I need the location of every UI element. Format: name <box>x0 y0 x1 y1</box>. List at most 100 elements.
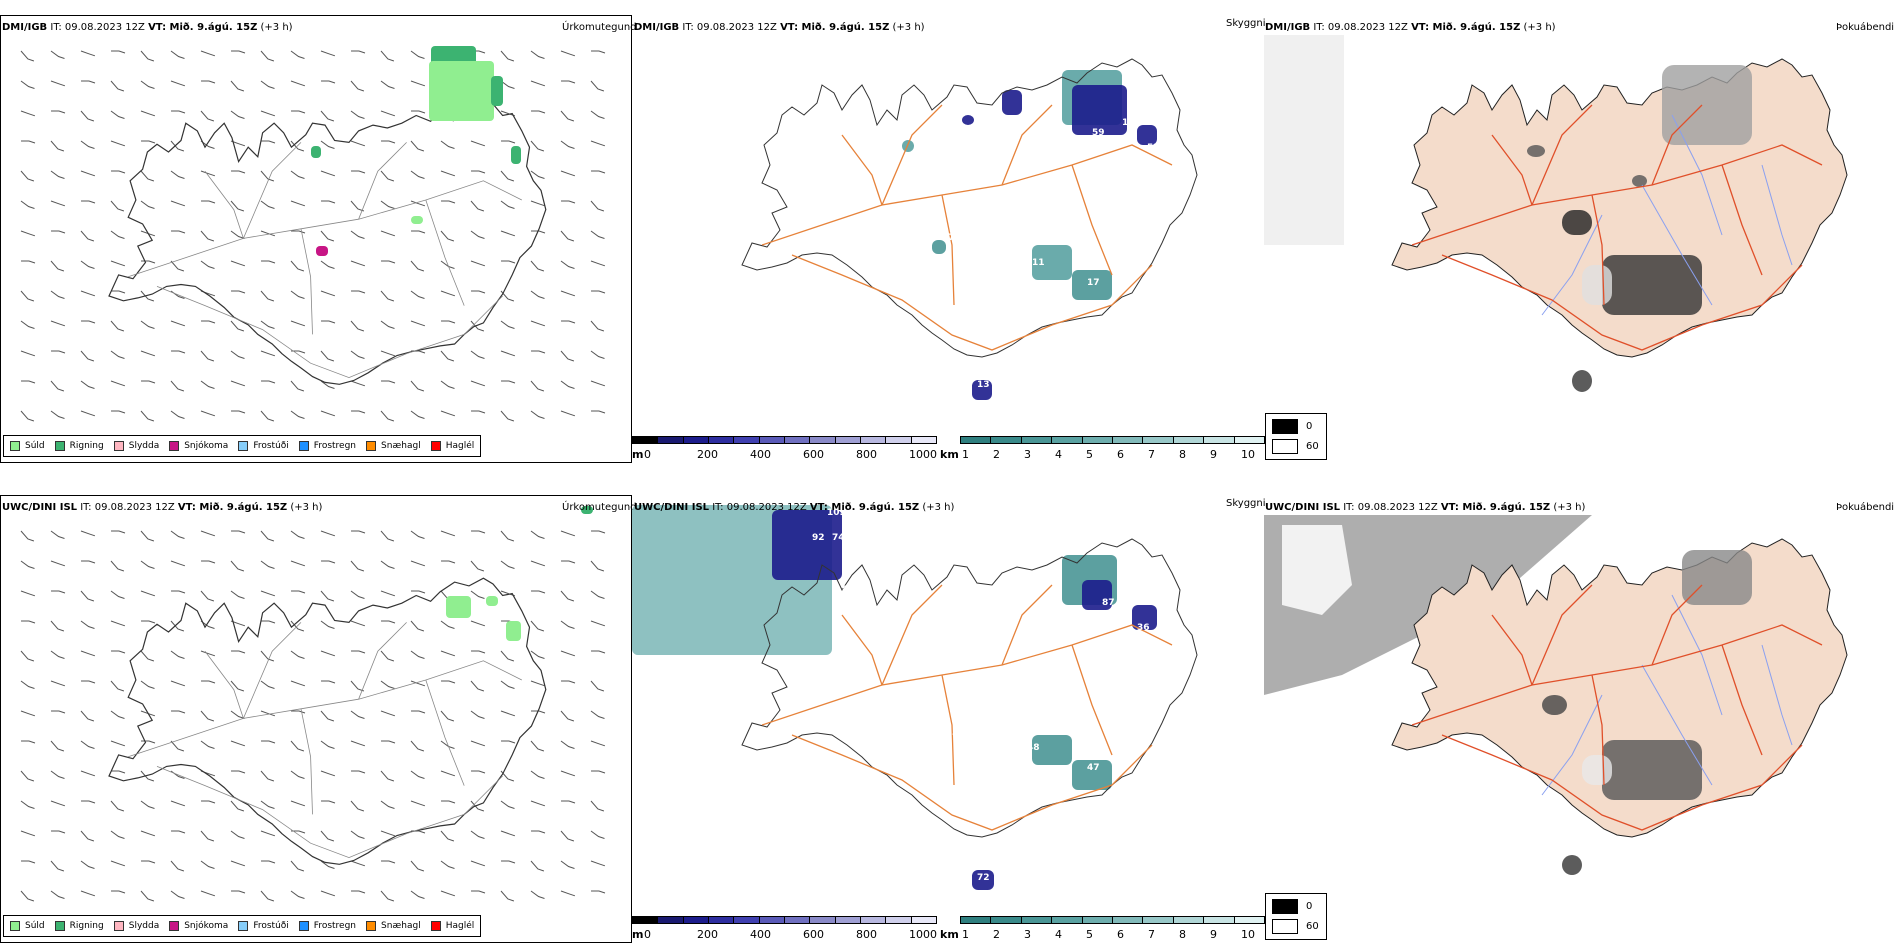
wind-barb <box>380 290 395 302</box>
wind-barb <box>170 380 185 392</box>
wind-barb <box>50 170 65 179</box>
precip-legend-item: Snjókoma <box>169 921 228 931</box>
wind-barb <box>321 80 336 84</box>
road-line <box>1411 584 1823 831</box>
wind-barb <box>590 620 606 627</box>
visibility-value: 36 <box>1137 623 1150 633</box>
wind-barb <box>410 800 426 807</box>
visibility-tick-label: 7 <box>1148 448 1155 461</box>
fog-legend-label-60: 60 <box>1306 921 1319 932</box>
wind-barb <box>231 290 246 294</box>
wind-barb <box>530 170 545 179</box>
ceiling-unit-label: m <box>632 448 644 461</box>
wind-barb <box>471 290 486 294</box>
wind-barb <box>351 890 366 894</box>
wind-barb <box>290 800 306 807</box>
wind-barb <box>80 410 96 417</box>
precip-area <box>486 596 498 606</box>
fog-area <box>1662 65 1752 145</box>
wind-barb <box>380 200 395 209</box>
wind-barb <box>470 230 485 239</box>
visibility-value: 28 <box>1152 598 1165 608</box>
wind-barb <box>560 650 576 657</box>
wind-barb <box>290 80 306 87</box>
wind-barb <box>50 560 66 567</box>
wind-barb <box>351 410 366 414</box>
wind-barb <box>20 290 35 302</box>
wind-barb <box>20 170 35 182</box>
wind-barb <box>440 530 456 537</box>
wind-barb <box>470 710 485 719</box>
wind-barb <box>290 290 305 299</box>
wind-barb <box>230 260 246 267</box>
precip-panel-title: DMI/IGB IT: 09.08.2023 12Z VT: Mið. 9.ág… <box>2 22 293 33</box>
wind-barb <box>591 170 606 174</box>
ceiling-tick-label: 400 <box>750 928 771 941</box>
precip-legend-label: Rigning <box>69 921 104 931</box>
wind-barb <box>501 740 516 744</box>
wind-barb <box>530 770 545 779</box>
wind-barb <box>111 890 126 894</box>
wind-barb <box>200 590 215 602</box>
ceiling-tick-label: 400 <box>750 448 771 461</box>
wind-barb <box>80 380 95 389</box>
cloud-panel-title: DMI/IGB IT: 09.08.2023 12Z VT: Mið. 9.ág… <box>634 22 925 33</box>
wind-barb <box>500 680 515 689</box>
wind-barb <box>380 650 395 662</box>
wind-barb <box>170 80 186 87</box>
wind-barb <box>231 650 246 654</box>
river-line <box>1541 594 1793 796</box>
wind-barb <box>561 680 576 684</box>
precip-legend-swatch <box>169 441 180 451</box>
wind-barb <box>320 140 335 149</box>
wind-barb <box>50 260 65 272</box>
wind-barb <box>261 620 276 624</box>
wind-barb <box>171 590 186 594</box>
wind-barb <box>20 200 35 209</box>
wind-barb <box>80 740 95 749</box>
wind-barb <box>380 530 395 542</box>
wind-barb <box>260 680 275 689</box>
visibility-unit-label: km <box>940 928 959 941</box>
precip-legend-label: Slydda <box>128 921 160 931</box>
visibility-value: 17 <box>1087 278 1100 288</box>
wind-barb <box>21 380 36 384</box>
wind-barb <box>50 320 66 327</box>
precip-legend-label: Rigning <box>69 441 104 451</box>
wind-barb <box>260 590 276 597</box>
wind-barb <box>320 530 336 537</box>
wind-barb <box>591 50 606 54</box>
wind-barb <box>381 260 396 264</box>
visibility-color-bar <box>960 916 1265 924</box>
wind-barb <box>261 860 276 864</box>
precip-legend-item: Súld <box>10 921 45 931</box>
wind-barb <box>50 50 65 59</box>
wind-barb <box>21 740 36 744</box>
fog-panel-title: UWC/DINI ISL IT: 09.08.2023 12Z VT: Mið.… <box>1265 502 1586 513</box>
wind-barb <box>260 170 275 182</box>
wind-barb <box>440 170 456 177</box>
wind-barb <box>500 230 516 237</box>
precip-legend-item: Frostúði <box>238 441 289 451</box>
wind-barb <box>320 410 336 417</box>
wind-barb <box>350 320 365 332</box>
wind-barb <box>80 860 95 869</box>
wind-barb <box>560 410 576 417</box>
wind-barb <box>410 50 425 59</box>
visibility-panel-label: Skyggni <box>1226 18 1266 29</box>
wind-barb <box>170 410 185 419</box>
precip-legend-item: Snjókoma <box>169 441 228 451</box>
wind-barb <box>50 680 66 687</box>
wind-barb <box>410 200 426 207</box>
wind-barb <box>501 860 516 864</box>
fog-panel-label: Þokuábendi <box>1836 22 1895 33</box>
cloud-area <box>1082 580 1112 610</box>
wind-barb <box>110 620 126 627</box>
wind-barb <box>590 350 605 359</box>
precip-panel-label: Úrkomutegund <box>562 22 637 33</box>
wind-barb <box>500 560 515 569</box>
precip-area <box>311 146 321 158</box>
wind-barb <box>471 890 486 894</box>
wind-barb <box>20 230 36 237</box>
wind-barb <box>81 320 96 324</box>
